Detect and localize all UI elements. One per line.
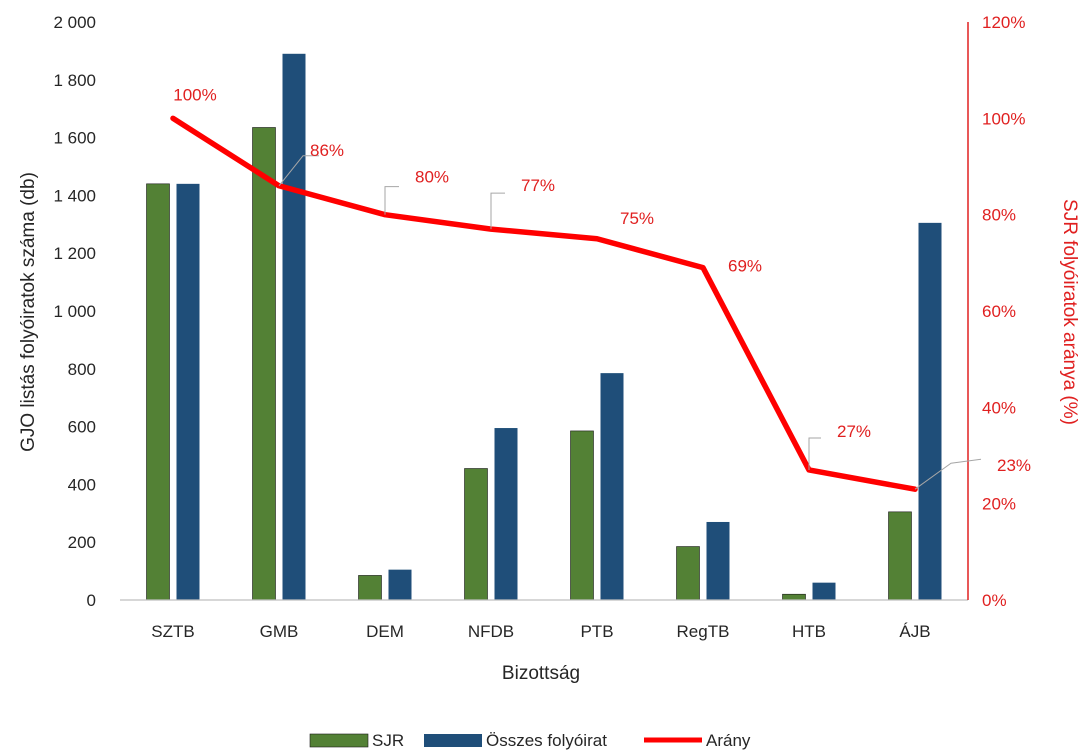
ratio-data-labels: 100% 86% 80% 77% 75% 69% 27% 23% <box>173 85 1031 490</box>
y-tick-label: 400 <box>68 475 96 494</box>
bar-sjr <box>146 183 170 601</box>
y2-axis-title: SJR folyóiratok aránya (%) <box>1059 199 1078 425</box>
data-label: 100% <box>173 85 216 104</box>
bar-osszes <box>176 183 200 600</box>
y-tick-label: 2 000 <box>53 13 96 32</box>
x-tick-label: ÁJB <box>899 622 930 641</box>
y2-tick-label: 80% <box>982 206 1016 225</box>
y2-tick-label: 100% <box>982 109 1025 128</box>
bar-sjr <box>676 546 700 601</box>
legend-swatch-osszes <box>424 734 482 747</box>
y-tick-label: 1 200 <box>53 244 96 263</box>
data-label: 80% <box>415 168 449 187</box>
data-label: 23% <box>997 456 1031 475</box>
bar-osszes <box>918 222 942 601</box>
data-label: 75% <box>620 209 654 228</box>
y2-tick-label: 120% <box>982 13 1025 32</box>
y-tick-label: 1 000 <box>53 302 96 321</box>
bar-sjr <box>252 127 276 601</box>
bar-sjr <box>570 430 594 601</box>
legend-label-osszes: Összes folyóirat <box>486 731 607 750</box>
data-label-leader <box>490 192 505 230</box>
bar-osszes <box>282 53 306 601</box>
y-tick-label: 800 <box>68 360 96 379</box>
legend-label-arany: Arány <box>706 731 751 750</box>
bar-osszes <box>812 582 836 600</box>
legend: SJR Összes folyóirat Arány <box>309 731 751 750</box>
data-label: 86% <box>310 141 344 160</box>
ratio-line <box>170 115 918 492</box>
right-axis-ticks: 0% 20% 40% 60% 80% 100% 120% <box>982 13 1025 610</box>
data-label-leader <box>384 186 399 215</box>
bar-osszes <box>494 428 518 600</box>
x-tick-label: SZTB <box>151 622 194 641</box>
x-tick-label: NFDB <box>468 622 514 641</box>
y-tick-label: 600 <box>68 418 96 437</box>
x-axis-title: Bizottság <box>502 663 580 684</box>
y2-tick-label: 0% <box>982 591 1007 610</box>
bar-sjr <box>888 511 912 601</box>
x-tick-label: DEM <box>366 622 404 641</box>
data-label: 77% <box>521 176 555 195</box>
x-tick-label: PTB <box>580 622 613 641</box>
ratio-series-line <box>170 115 918 492</box>
bar-osszes <box>388 569 412 600</box>
bar-osszes <box>706 521 730 600</box>
y-tick-label: 200 <box>68 533 96 552</box>
left-axis-ticks: 0 200 400 600 800 1 000 1 200 1 400 1 600 1 800 2 … <box>53 13 96 610</box>
x-tick-label: RegTB <box>677 622 730 641</box>
bars <box>146 53 942 601</box>
legend-swatch-sjr <box>309 733 369 748</box>
bar-sjr <box>358 575 382 601</box>
data-label-leader <box>278 155 319 187</box>
y2-tick-label: 60% <box>982 302 1016 321</box>
data-label-leader <box>914 458 982 490</box>
legend-label-sjr: SJR <box>372 731 404 750</box>
y-tick-label: 1 600 <box>53 129 96 148</box>
data-label: 27% <box>837 422 871 441</box>
y-tick-label: 0 <box>87 591 96 610</box>
data-label: 69% <box>728 257 762 276</box>
y-tick-label: 1 400 <box>53 186 96 205</box>
bar-sjr <box>464 468 488 601</box>
bar-osszes <box>600 373 624 600</box>
y2-tick-label: 40% <box>982 398 1016 417</box>
data-label-leader <box>808 437 821 470</box>
y-axis-title: GJO listás folyóiratok száma (db) <box>18 172 39 452</box>
x-tick-label: HTB <box>792 622 826 641</box>
y-tick-label: 1 800 <box>53 71 96 90</box>
category-labels: SZTB GMB DEM NFDB PTB RegTB HTB ÁJB <box>151 622 930 641</box>
x-tick-label: GMB <box>260 622 299 641</box>
y2-tick-label: 20% <box>982 495 1016 514</box>
bar-sjr <box>782 593 806 601</box>
